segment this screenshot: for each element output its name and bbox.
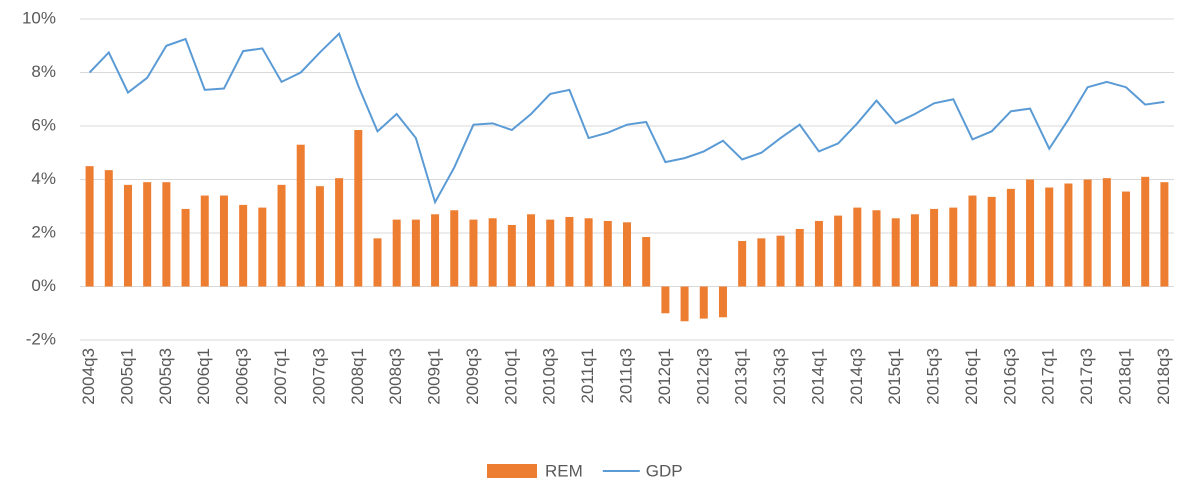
bar	[987, 196, 996, 287]
bar	[1083, 179, 1092, 287]
bar	[200, 195, 209, 287]
bar	[354, 130, 363, 287]
y-tick-label: -2%	[26, 329, 56, 348]
x-tick-label: 2007q1	[271, 348, 290, 405]
x-tick-label: 2012q3	[693, 348, 712, 405]
x-tick-label: 2015q1	[885, 348, 904, 405]
bar	[930, 208, 939, 287]
bar	[776, 235, 785, 287]
x-tick-label: 2006q1	[194, 348, 213, 405]
x-tick-label: 2008q1	[348, 348, 367, 405]
x-tick-label: 2015q3	[924, 348, 943, 405]
bar	[1026, 179, 1035, 287]
legend-label: GDP	[646, 461, 683, 480]
bar	[527, 214, 536, 287]
bar	[680, 286, 689, 322]
x-tick-label: 2018q3	[1154, 348, 1173, 405]
x-tick-label: 2011q3	[616, 348, 635, 403]
y-tick-label: 4%	[31, 169, 56, 188]
bar	[258, 207, 267, 287]
bar	[239, 204, 248, 287]
bar	[757, 238, 766, 287]
x-tick-label: 2009q3	[463, 348, 482, 405]
x-tick-label: 2010q3	[540, 348, 559, 405]
legend-swatch	[487, 464, 537, 478]
bar	[834, 215, 843, 287]
x-tick-label: 2014q3	[847, 348, 866, 405]
y-tick-label: 2%	[31, 222, 56, 241]
bar	[143, 182, 152, 287]
bar	[603, 220, 612, 287]
y-tick-label: 10%	[22, 8, 56, 27]
bar	[968, 195, 977, 287]
y-tick-label: 0%	[31, 276, 56, 295]
bar	[1160, 182, 1169, 287]
x-tick-label: 2016q3	[1000, 348, 1019, 405]
line	[88, 31, 1165, 205]
x-tick-label: 2004q3	[79, 348, 98, 405]
bar	[872, 210, 881, 287]
bar	[738, 241, 747, 287]
bar	[181, 208, 190, 287]
bar	[123, 184, 132, 287]
bar	[1122, 191, 1131, 287]
x-tick-label: 2012q1	[655, 348, 674, 405]
bar	[277, 184, 286, 287]
x-tick-label: 2013q1	[732, 348, 751, 405]
bar	[1141, 176, 1150, 287]
bar	[546, 219, 555, 287]
bar	[1006, 188, 1015, 287]
bar	[949, 207, 958, 287]
bar	[507, 224, 516, 287]
bar	[795, 228, 804, 287]
bar	[411, 219, 420, 287]
bar	[565, 216, 574, 287]
bar	[219, 195, 228, 287]
bar	[104, 170, 113, 287]
bar	[642, 237, 651, 287]
bar	[623, 222, 631, 287]
bar	[469, 219, 478, 287]
x-tick-label: 2005q1	[117, 348, 136, 405]
bar	[814, 220, 823, 287]
x-tick-label: 2010q1	[501, 348, 520, 405]
y-tick-label: 8%	[31, 62, 56, 81]
bar	[1045, 187, 1054, 287]
bar	[315, 186, 324, 287]
bar	[450, 210, 459, 287]
bar	[661, 286, 670, 314]
x-tick-label: 2011q1	[578, 348, 597, 403]
x-tick-label: 2017q1	[1039, 348, 1058, 405]
y-tick-label: 6%	[31, 115, 56, 134]
bar	[910, 214, 919, 287]
x-tick-label: 2007q3	[309, 348, 328, 405]
x-tick-label: 2008q3	[386, 348, 405, 405]
legend-label: REM	[545, 461, 583, 480]
x-tick-label: 2013q3	[770, 348, 789, 405]
bar	[296, 144, 305, 287]
bar	[162, 182, 171, 287]
bar	[373, 238, 382, 287]
x-tick-label: 2014q1	[808, 348, 827, 405]
x-tick-label: 2006q3	[233, 348, 252, 405]
bar	[1102, 178, 1111, 287]
bar	[891, 218, 900, 287]
bar	[85, 166, 94, 287]
bar	[584, 218, 593, 287]
x-tick-label: 2009q1	[425, 348, 444, 405]
bar	[335, 178, 344, 287]
x-tick-label: 2018q1	[1116, 348, 1135, 405]
bar	[699, 286, 708, 319]
bar	[392, 219, 401, 287]
bar	[488, 218, 497, 287]
x-tick-label: 2017q3	[1077, 348, 1096, 405]
x-tick-label: 2016q1	[962, 348, 981, 405]
bar	[431, 214, 440, 287]
bar	[853, 207, 862, 287]
x-tick-label: 2005q3	[156, 348, 175, 405]
bar	[718, 286, 727, 318]
bar	[1064, 183, 1073, 287]
